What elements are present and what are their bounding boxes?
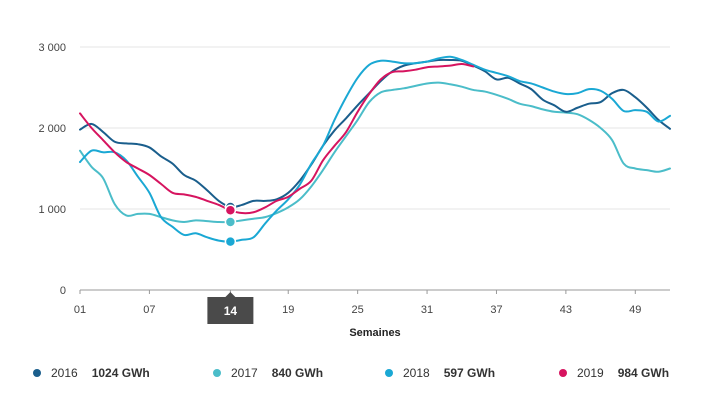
series-line-2017 [79,81,671,224]
legend-year: 2019 [577,366,604,380]
hover-week-label: 14 [224,304,238,318]
legend-item-2019[interactable]: 2019 984 GWh [559,366,669,380]
y-tick-label: 1 000 [38,204,66,216]
legend-value: 1024 GWh [91,366,150,380]
legend-dot-2017 [213,369,221,377]
y-axis-tick-labels: 0 1 000 2 000 3 000 [38,42,66,297]
legend-year: 2017 [231,366,258,380]
series-line-2018 [79,55,671,243]
x-tick-label: 31 [421,304,433,316]
x-tick-label: 01 [74,304,86,316]
legend-value: 840 GWh [271,366,324,380]
series-line-2016 [79,58,671,209]
x-tick-label: 37 [490,304,502,316]
hover-week-box: 14 [207,292,254,324]
y-tick-label: 0 [60,285,66,297]
series-line-2019 [79,63,475,215]
series-lines [79,55,671,243]
legend: 2016 1024 GWh 2017 840 GWh 2018 597 GWh … [0,366,720,386]
gridlines [80,46,670,210]
legend-dot-2018 [385,369,393,377]
legend-item-2017[interactable]: 2017 840 GWh [213,366,323,380]
legend-dot-2016 [33,369,41,377]
y-tick-label: 3 000 [38,42,66,54]
legend-year: 2018 [403,366,430,380]
legend-item-2018[interactable]: 2018 597 GWh [385,366,495,380]
highlight-point-2019[interactable] [224,204,237,217]
x-tick-label: 25 [352,304,364,316]
legend-dot-2019 [559,369,567,377]
y-tick-label: 2 000 [38,123,66,135]
highlight-point-2017[interactable] [224,216,237,228]
legend-item-2016[interactable]: 2016 1024 GWh [33,366,150,380]
highlight-points [224,201,237,248]
x-tick-label: 49 [629,304,641,316]
x-tick-label: 19 [282,304,294,316]
x-tick-label: 07 [143,304,155,316]
hover-box-pointer [225,292,236,297]
legend-year: 2016 [51,366,78,380]
x-axis-tick-labels: 01 07 19 25 31 37 43 49 [74,290,641,316]
x-tick-label: 43 [560,304,572,316]
legend-value: 597 GWh [443,366,496,380]
legend-value: 984 GWh [617,366,670,380]
hover-box-background [207,297,254,324]
x-axis-title: Semaines [349,327,400,339]
highlight-point-2018[interactable] [224,235,237,248]
